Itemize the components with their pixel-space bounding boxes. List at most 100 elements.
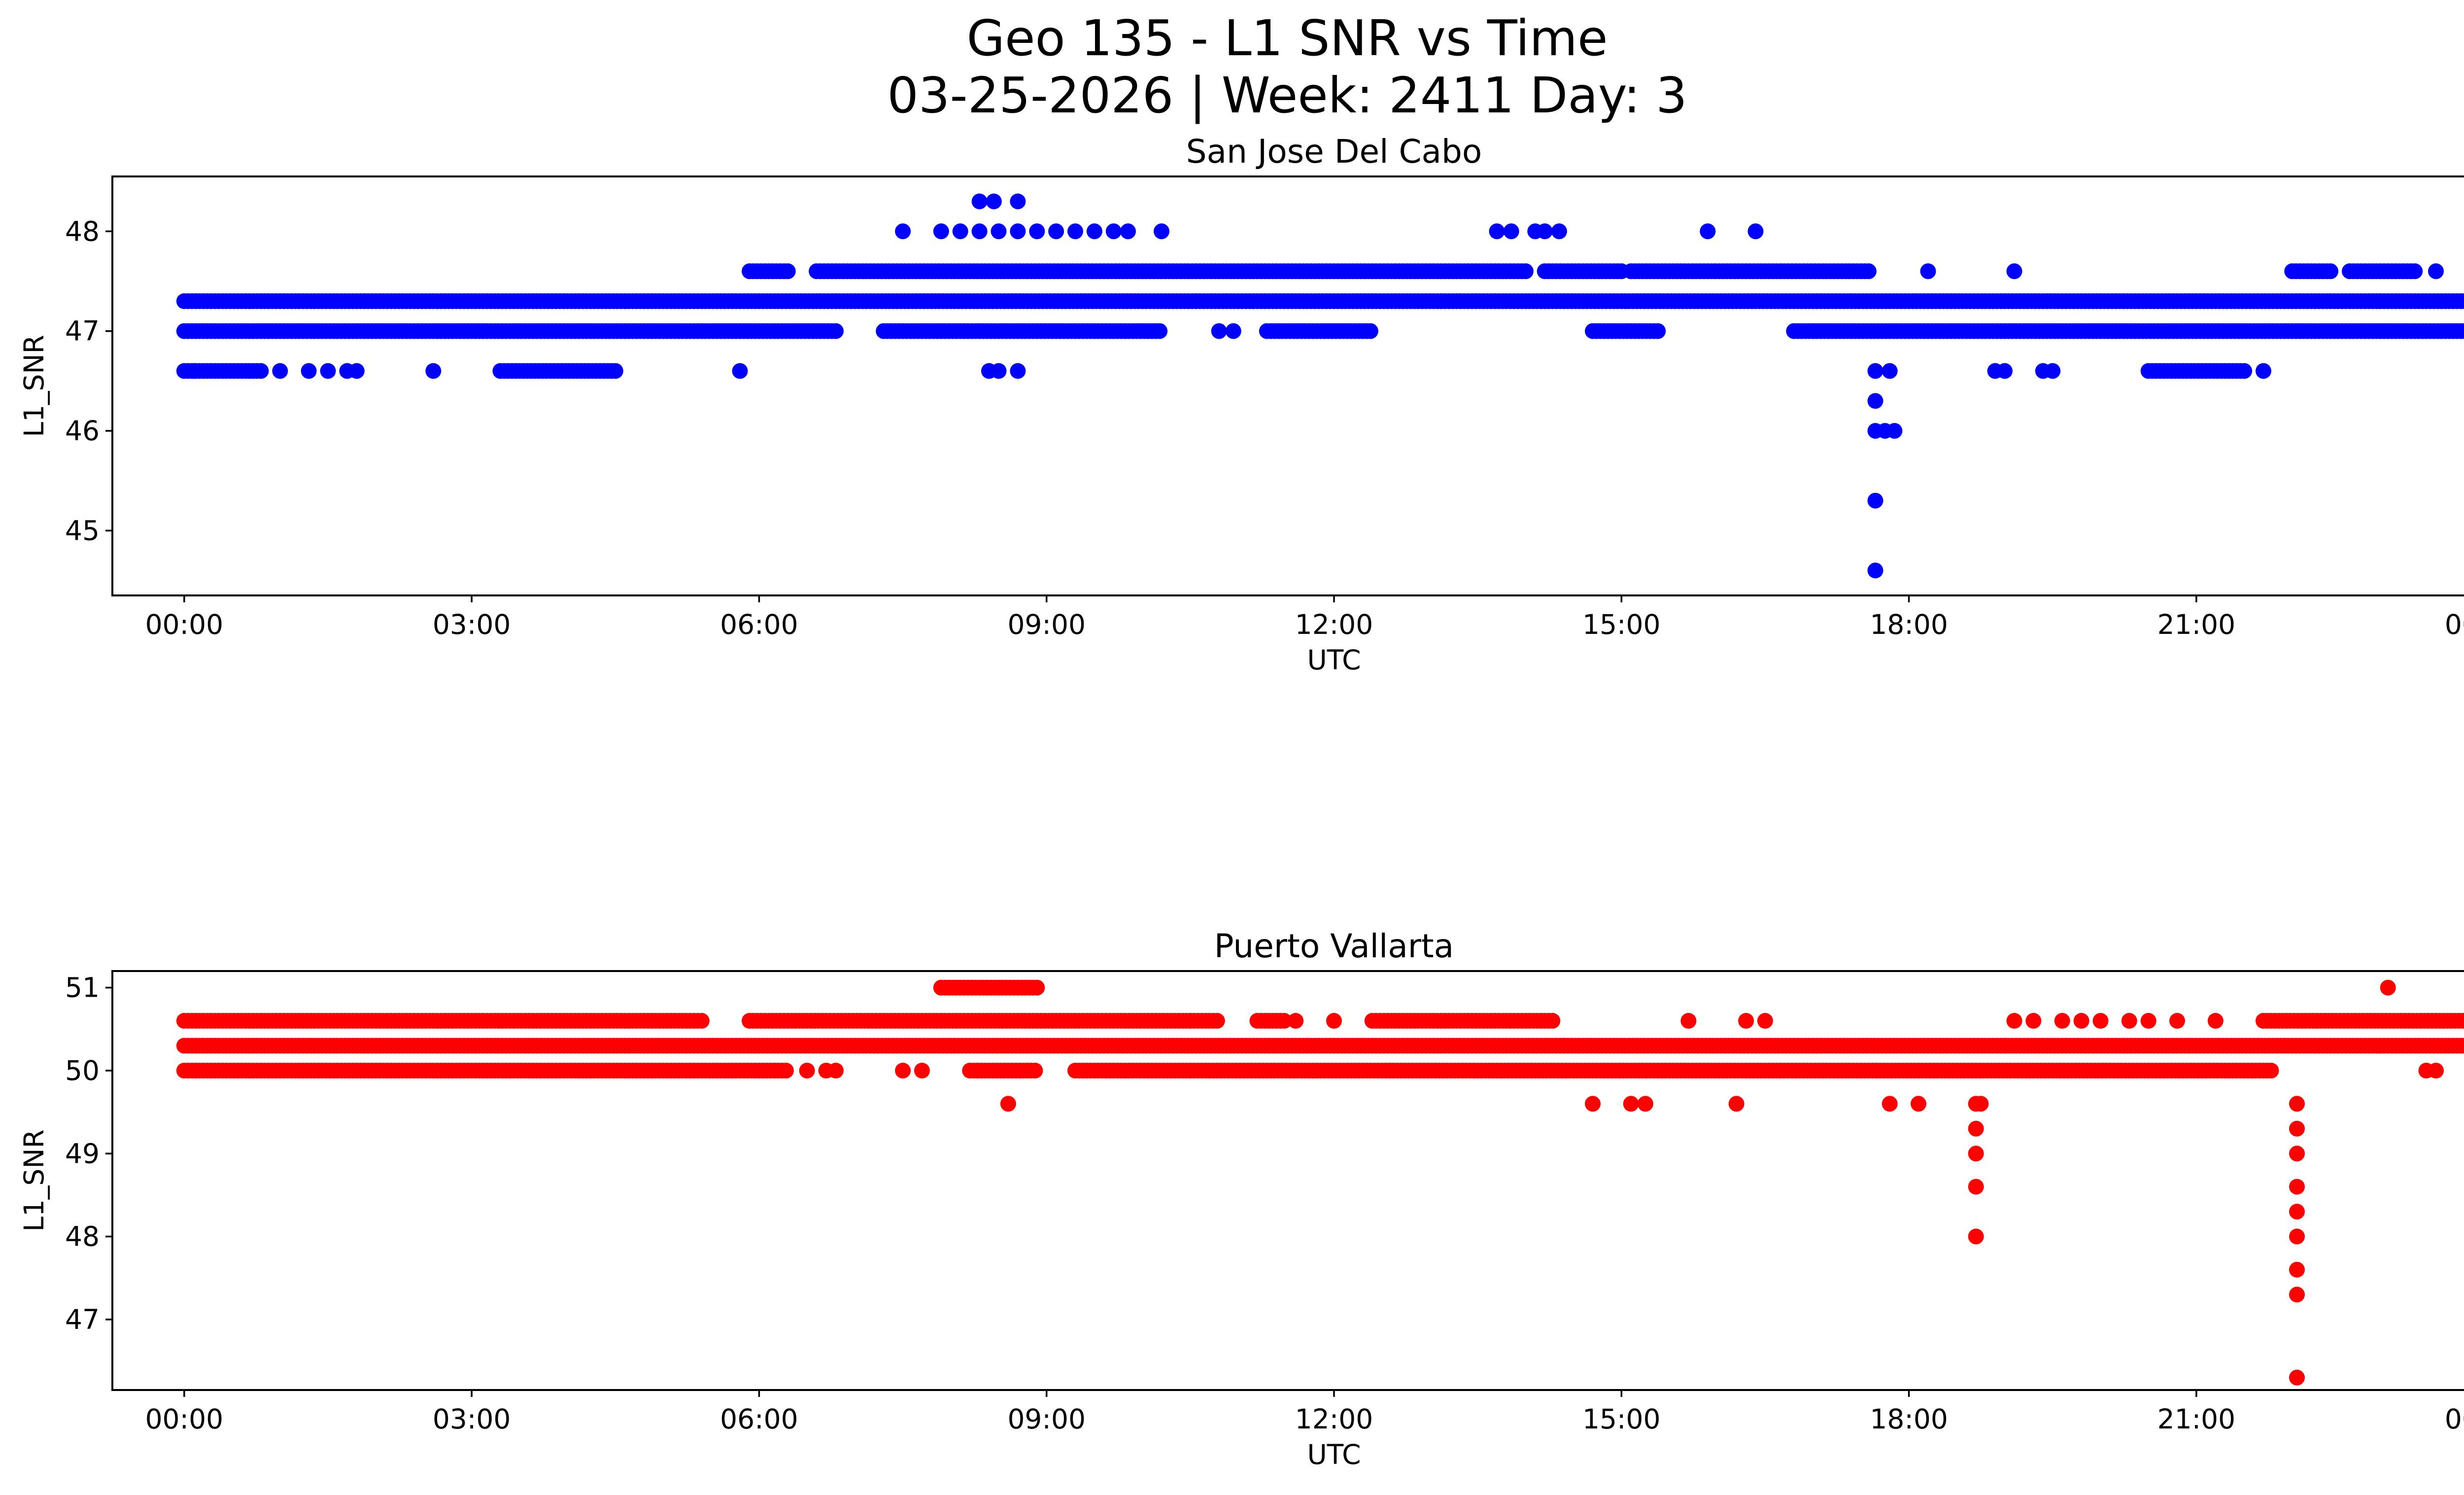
y-axis-label: L1_SNR: [18, 1129, 50, 1231]
data-point: [1968, 1179, 1984, 1195]
x-tick-label: 21:00: [2157, 609, 2236, 640]
data-point: [2428, 263, 2444, 279]
y-tick-label: 49: [65, 1138, 100, 1169]
panel-title: San Jose Del Cabo: [1186, 133, 1482, 171]
data-point: [799, 1063, 815, 1078]
x-tick-label: 03:00: [433, 609, 511, 640]
data-point: [1623, 1096, 1639, 1112]
data-point: [607, 363, 623, 379]
data-point: [2169, 1013, 2185, 1029]
y-tick-label: 47: [65, 315, 100, 347]
x-axis-label: UTC: [1307, 1439, 1361, 1470]
y-tick-label: 46: [65, 415, 100, 447]
x-axis-label: UTC: [1307, 644, 1361, 676]
data-point: [1029, 979, 1045, 996]
data-point: [2289, 1228, 2305, 1245]
data-point: [1968, 1228, 1984, 1245]
data-point: [1860, 263, 1877, 279]
data-point: [971, 193, 988, 209]
data-point: [1650, 323, 1666, 339]
data-point: [2289, 1096, 2305, 1112]
x-tick-label: 00:00: [2445, 1403, 2464, 1435]
data-point: [1637, 1096, 1653, 1112]
panel-title: Puerto Vallarta: [1214, 927, 1454, 965]
data-point: [2323, 263, 2339, 279]
data-point: [1086, 223, 1102, 240]
data-point: [2140, 1013, 2156, 1029]
data-point: [1000, 1096, 1016, 1112]
data-point: [1225, 323, 1241, 339]
data-point: [2256, 363, 2271, 379]
data-point: [732, 363, 748, 379]
data-point: [253, 363, 269, 379]
data-point: [991, 363, 1007, 379]
x-tick-label: 09:00: [1007, 1403, 1086, 1435]
data-point: [1700, 223, 1716, 240]
data-point: [933, 223, 949, 240]
panel-puerto-vallarta: Puerto Vallarta 00:00 03:00 06:00 09:00 12:00…: [18, 927, 2464, 1470]
data-point: [1010, 193, 1026, 209]
data-point: [693, 1013, 710, 1029]
data-point: [1152, 323, 1168, 339]
data-point: [2289, 1179, 2305, 1195]
data-point: [1757, 1013, 1773, 1029]
data-point: [1738, 1013, 1754, 1029]
data-point: [1120, 223, 1136, 240]
data-point: [1997, 363, 2013, 379]
data-point: [348, 363, 365, 379]
data-point: [1326, 1013, 1342, 1029]
y-tick-label: 51: [65, 972, 100, 1004]
data-point: [1585, 1096, 1601, 1112]
data-point: [1551, 223, 1567, 240]
data-point: [2006, 263, 2022, 279]
data-point: [2121, 1013, 2137, 1029]
data-point: [2428, 1063, 2444, 1078]
data-point: [1882, 363, 1898, 379]
data-point: [1867, 393, 1883, 409]
data-point: [2045, 363, 2061, 379]
y-tick-label: 48: [65, 215, 100, 247]
x-tick-label: 03:00: [433, 1403, 511, 1435]
data-point: [2289, 1120, 2305, 1137]
data-point: [991, 223, 1007, 240]
data-point: [1067, 223, 1083, 240]
data-point: [952, 223, 968, 240]
data-point: [1911, 1096, 1926, 1112]
x-tick-label: 21:00: [2157, 1403, 2236, 1435]
x-tick-label: 12:00: [1295, 609, 1373, 640]
axes-frame: [111, 970, 2464, 1391]
data-point: [2054, 1013, 2070, 1029]
x-tick-label: 18:00: [1870, 1403, 1948, 1435]
x-tick-label: 15:00: [1582, 609, 1661, 640]
data-point: [1276, 1013, 1292, 1029]
data-point: [2289, 1146, 2305, 1162]
data-point: [1010, 363, 1026, 379]
data-point: [828, 1063, 844, 1078]
y-tick-label: 50: [65, 1055, 100, 1086]
x-tick-label: 18:00: [1870, 609, 1948, 640]
data-point: [186, 363, 202, 379]
data-point: [2461, 1039, 2464, 1052]
x-tick-label: 00:00: [2445, 609, 2464, 640]
x-tick-label: 00:00: [145, 609, 224, 640]
data-point: [1867, 492, 1883, 509]
data-point: [425, 363, 442, 379]
data-point: [1209, 1013, 1225, 1029]
data-point: [1867, 562, 1883, 579]
data-point: [1105, 223, 1122, 240]
data-point: [2207, 1013, 2224, 1029]
y-tick-label: 47: [65, 1304, 100, 1335]
axes-frame: [111, 175, 2464, 596]
data-point: [301, 363, 317, 379]
data-point: [2289, 1286, 2305, 1303]
data-point: [2461, 294, 2464, 308]
data-point: [1920, 263, 1936, 279]
data-point: [2006, 1013, 2022, 1029]
data-point: [2025, 1013, 2042, 1029]
data-point: [1747, 223, 1764, 240]
data-point: [828, 323, 844, 339]
data-point: [780, 263, 796, 279]
data-point: [1489, 223, 1505, 240]
data-point: [1154, 223, 1169, 240]
